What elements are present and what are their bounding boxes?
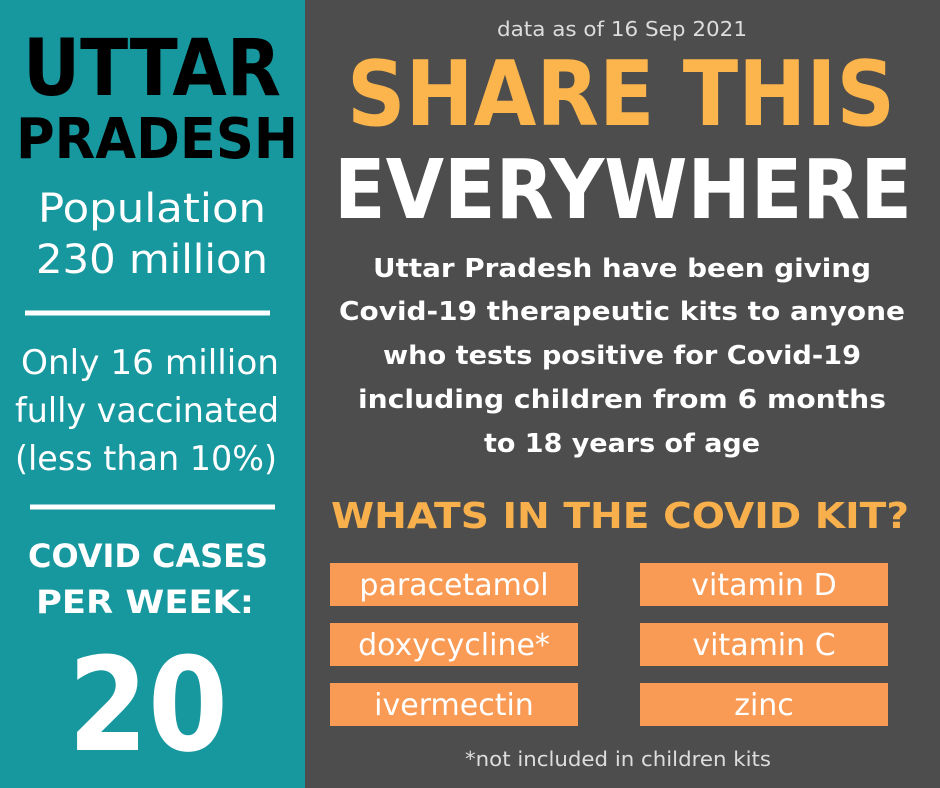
state-title: UTTAR [23, 24, 281, 114]
kit-item-box [640, 623, 888, 666]
date-note: data as of 16 Sep 2021 [497, 17, 747, 41]
headline: SHARE THIS [347, 42, 895, 147]
cases-label: PER WEEK: [36, 583, 254, 621]
vaccination-text: Only 16 million [21, 343, 279, 383]
kit-item: paracetamol [359, 568, 548, 603]
description: including children from 6 months [358, 385, 886, 415]
kit-item-box [640, 683, 888, 726]
kit-item: vitamin C [692, 628, 835, 663]
kit-list: paracetamol vitamin D doxycycline* vitamin … [330, 563, 888, 726]
vaccination-text: fully vaccinated [15, 391, 279, 431]
kit-item-box [330, 623, 578, 666]
description: Covid-19 therapeutic kits to anyone [339, 297, 905, 327]
kit-item-box [640, 563, 888, 606]
kit-item-box [330, 683, 578, 726]
population-text: 230 million [36, 237, 268, 283]
left-panel [0, 0, 305, 788]
description: who tests positive for Covid-19 [383, 341, 861, 371]
kit-item: doxycycline* [358, 628, 550, 663]
kit-item: zinc [734, 688, 794, 723]
state-title: PRADESH [16, 107, 298, 172]
kit-item: vitamin D [691, 568, 836, 603]
kit-item-box [330, 563, 578, 606]
description: to 18 years of age [484, 429, 760, 459]
vaccination-text: (less than 10%) [15, 439, 277, 479]
population-text: Population [38, 186, 266, 232]
footnote: *not included in children kits [465, 747, 771, 771]
description: Uttar Pradesh have been giving [373, 254, 871, 284]
cases-label: COVID CASES [28, 537, 268, 575]
cases-value: 20 [68, 629, 228, 781]
kit-item: ivermectin [374, 688, 534, 723]
headline: EVERYWHERE [334, 143, 912, 238]
kit-heading: WHATS IN THE COVID KIT? [331, 496, 909, 537]
